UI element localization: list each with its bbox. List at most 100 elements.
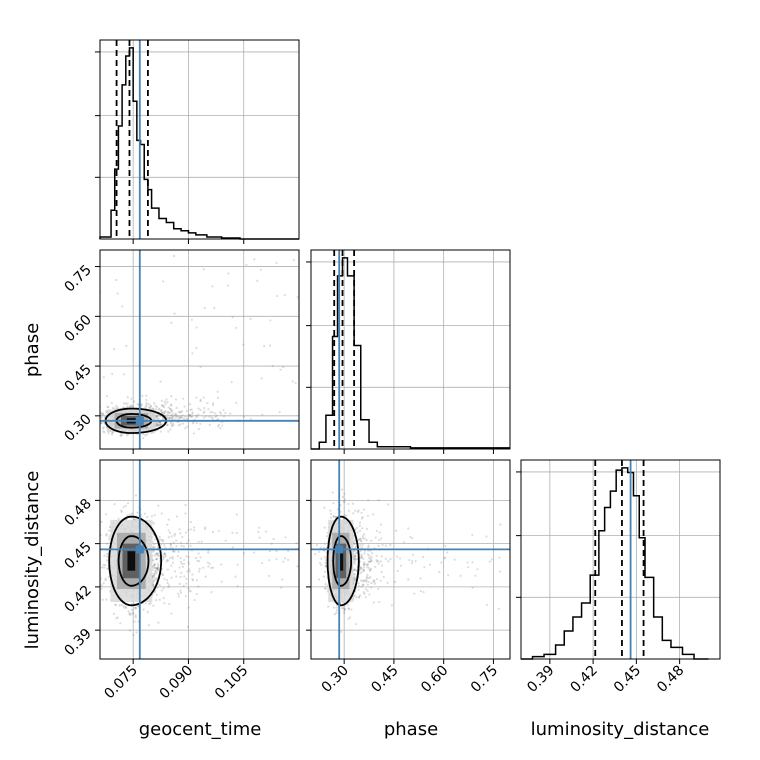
sample-point (370, 560, 373, 563)
sample-point (189, 521, 192, 524)
sample-point (210, 566, 213, 570)
sample-point (122, 506, 125, 509)
sample-point (362, 564, 365, 567)
sample-point (160, 409, 163, 412)
sample-point (161, 574, 165, 577)
sample-point (185, 582, 188, 585)
sample-point (158, 598, 161, 601)
sample-point (368, 554, 371, 557)
sample-point (211, 402, 215, 405)
sample-point (275, 557, 278, 561)
sample-point (360, 571, 363, 574)
sample-point (242, 552, 246, 555)
sample-point (353, 568, 356, 571)
sample-point (198, 567, 201, 570)
sample-point (358, 538, 361, 541)
scatter-panel-phase-vs-luminosity-distance: 0.30 0.45 0.60 0.75 (306, 459, 511, 696)
sample-point (169, 531, 172, 534)
sample-point (357, 582, 360, 585)
sample-point (153, 591, 156, 594)
sample-point (365, 576, 368, 579)
sample-point (354, 622, 357, 626)
sample-point (165, 560, 168, 563)
sample-point (188, 413, 191, 416)
sample-point (172, 550, 175, 553)
sample-point (166, 401, 169, 404)
sample-point (362, 591, 366, 594)
sample-point (220, 580, 223, 583)
sample-point (357, 588, 360, 591)
sample-point (171, 416, 174, 419)
sample-point (202, 411, 205, 415)
sample-point (471, 561, 474, 564)
sample-point (324, 559, 327, 562)
sample-point (167, 586, 170, 589)
sample-point (105, 395, 109, 398)
sample-point (358, 596, 361, 599)
sample-point (110, 401, 113, 405)
sample-point (157, 564, 160, 567)
sample-point (355, 545, 358, 548)
sample-point (359, 544, 362, 547)
sample-point (368, 560, 371, 563)
sample-point (217, 396, 220, 399)
sample-point (284, 536, 287, 539)
sample-point (364, 596, 367, 599)
sample-point (362, 508, 366, 511)
sample-point (363, 561, 366, 564)
sample-point (187, 560, 190, 563)
sample-point (188, 413, 191, 417)
sample-point (158, 536, 161, 539)
y-axis-title-luminosity-distance: luminosity_distance (22, 471, 43, 650)
sample-point (159, 414, 162, 418)
sample-point (179, 556, 182, 560)
sample-point (155, 578, 158, 581)
sample-point (334, 515, 337, 519)
sample-point (213, 412, 216, 415)
sample-point (155, 552, 158, 555)
sample-point (347, 502, 350, 506)
sample-point (347, 509, 350, 513)
sample-point (444, 544, 447, 548)
sample-point (268, 549, 272, 553)
sample-point (353, 568, 356, 571)
sample-point (162, 280, 165, 283)
sample-point (354, 554, 357, 557)
sample-point (126, 502, 130, 505)
sample-point (354, 552, 358, 555)
sample-point (159, 380, 162, 383)
sample-point (105, 410, 108, 413)
sample-point (333, 613, 336, 616)
sample-point (354, 528, 357, 531)
sample-point (185, 577, 188, 581)
sample-point (155, 423, 158, 426)
sample-point (259, 268, 262, 271)
sample-point (151, 583, 155, 587)
sample-point (367, 580, 370, 583)
x-tick-label: 0.45 (368, 663, 401, 696)
sample-point (353, 594, 357, 597)
sample-point (170, 416, 173, 420)
sample-point (197, 585, 200, 588)
sample-point (374, 565, 377, 568)
sample-point (275, 550, 278, 553)
sample-point (102, 582, 105, 585)
sample-point (107, 529, 110, 532)
sample-point (162, 553, 165, 556)
sample-point (183, 405, 186, 408)
sample-point (166, 581, 169, 585)
sample-point (291, 380, 294, 383)
sample-point (134, 494, 138, 497)
sample-point (249, 418, 252, 421)
sample-point (180, 562, 183, 566)
sample-point (179, 591, 182, 594)
sample-point (203, 410, 206, 413)
sample-point (195, 347, 198, 350)
sample-point (191, 352, 194, 355)
sample-point (205, 415, 208, 418)
sample-point (173, 534, 176, 537)
sample-point (102, 376, 105, 379)
sample-point (368, 569, 372, 572)
sample-point (340, 607, 344, 610)
sample-point (162, 555, 165, 558)
